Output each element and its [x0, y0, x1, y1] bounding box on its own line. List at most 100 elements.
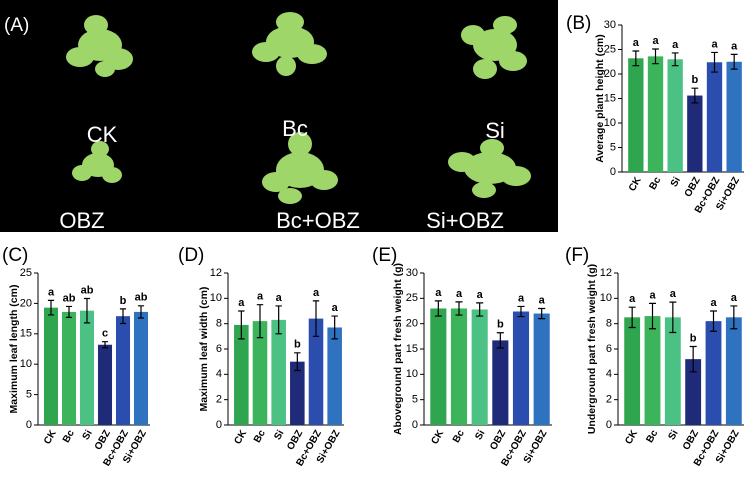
- significance-letter: a: [518, 292, 525, 304]
- significance-letter: a: [633, 37, 640, 49]
- y-tick-label: 20: [406, 318, 418, 330]
- x-tick-label: Si: [473, 428, 487, 442]
- y-tick-label: 15: [406, 343, 418, 355]
- y-tick-label: 25: [20, 267, 32, 279]
- y-tick-label: 0: [216, 419, 222, 431]
- error-bar: [331, 315, 338, 340]
- error-bar: [671, 52, 679, 67]
- y-axis-label: Aboveground part fresh weight (g): [392, 263, 404, 435]
- y-tick-label: 6: [216, 343, 222, 355]
- error-bar: [496, 332, 504, 349]
- bar: [687, 95, 703, 172]
- x-tick-label: CK: [623, 428, 640, 447]
- y-tick-label: 4: [216, 368, 222, 380]
- bar: [327, 327, 342, 425]
- significance-letter: a: [257, 291, 264, 303]
- error-bar: [65, 305, 73, 318]
- significance-letter: a: [670, 288, 677, 300]
- y-tick-label: 8: [216, 318, 222, 330]
- error-bar: [691, 87, 699, 104]
- bar: [61, 311, 77, 425]
- bar: [234, 324, 249, 425]
- y-tick-label: 12: [210, 267, 222, 279]
- panel-label: (D): [178, 245, 204, 266]
- significance-letter: b: [691, 74, 698, 86]
- x-tick-label: Si: [81, 428, 95, 442]
- error-bar: [83, 297, 91, 324]
- x-tick-label: CK: [42, 428, 59, 447]
- error-bar: [455, 301, 463, 316]
- error-bar: [312, 300, 320, 337]
- significance-letter: a: [276, 292, 283, 304]
- significance-letter: a: [711, 38, 718, 50]
- x-tick-label: Bc: [451, 428, 467, 445]
- y-tick-label: 0: [606, 419, 612, 431]
- error-bar: [434, 300, 442, 317]
- error-bar: [137, 305, 145, 319]
- bar: [271, 319, 286, 425]
- y-tick-label: 25: [604, 43, 616, 55]
- bar: [644, 316, 661, 425]
- x-tick-label: Bc: [252, 428, 268, 445]
- error-bar: [256, 304, 264, 339]
- y-tick-label: 20: [20, 297, 32, 309]
- y-tick-label: 2: [216, 394, 222, 406]
- significance-letter: a: [629, 293, 636, 305]
- significance-letter: ab: [135, 292, 148, 304]
- y-tick-label: 12: [600, 267, 612, 279]
- significance-letter: a: [313, 287, 320, 299]
- significance-letter: b: [497, 319, 504, 331]
- x-tick-label: Bc: [647, 175, 663, 192]
- y-tick-label: 0: [412, 419, 418, 431]
- plant-label: Bc: [282, 116, 308, 141]
- y-tick-label: 25: [406, 292, 418, 304]
- y-tick-label: 5: [412, 394, 418, 406]
- y-tick-label: 15: [20, 328, 32, 340]
- bar: [252, 321, 268, 425]
- plant-label: OBZ: [59, 208, 104, 233]
- error-bar: [517, 305, 525, 318]
- significance-letter: a: [652, 35, 659, 47]
- significance-letter: a: [435, 287, 442, 299]
- bar: [471, 309, 488, 425]
- y-tick-label: 10: [20, 358, 32, 370]
- error-bar: [649, 302, 656, 330]
- error-bar: [101, 341, 109, 349]
- error-bar: [689, 345, 697, 373]
- x-tick-label: Si: [272, 428, 286, 442]
- y-tick-label: 0: [26, 419, 32, 431]
- significance-letter: a: [456, 288, 463, 300]
- y-tick-label: 30: [604, 19, 616, 31]
- y-axis-label: Maximum leaf width (cm): [198, 287, 210, 412]
- bar: [308, 318, 324, 425]
- bar: [43, 307, 59, 425]
- bar: [450, 308, 468, 425]
- significance-letter: c: [102, 328, 108, 340]
- bar: [685, 359, 702, 425]
- y-tick-label: 20: [604, 68, 616, 80]
- error-bar: [275, 305, 282, 335]
- error-bar: [538, 307, 546, 320]
- x-tick-label: Bc: [61, 428, 77, 445]
- significance-letter: a: [238, 297, 245, 309]
- x-tick-label: OBZ: [488, 428, 508, 452]
- error-bar: [730, 305, 738, 330]
- x-tick-label: CK: [429, 428, 446, 447]
- error-bar: [47, 299, 55, 316]
- x-tick-label: CK: [232, 428, 249, 447]
- error-bar: [294, 352, 301, 372]
- error-bar: [119, 308, 127, 325]
- significance-letter: b: [690, 332, 697, 344]
- y-axis-label: Underground part fresh weight (g): [586, 264, 598, 434]
- significance-letter: a: [710, 297, 717, 309]
- bar: [512, 311, 530, 425]
- y-tick-label: 2: [606, 394, 612, 406]
- bar: [725, 317, 742, 425]
- x-tick-label: OBZ: [683, 175, 703, 199]
- panel-label: (C): [2, 245, 28, 266]
- error-bar: [669, 301, 677, 334]
- error-bar: [711, 51, 718, 73]
- panel-label: (B): [566, 13, 591, 34]
- plant-label: Si+OBZ: [426, 208, 504, 233]
